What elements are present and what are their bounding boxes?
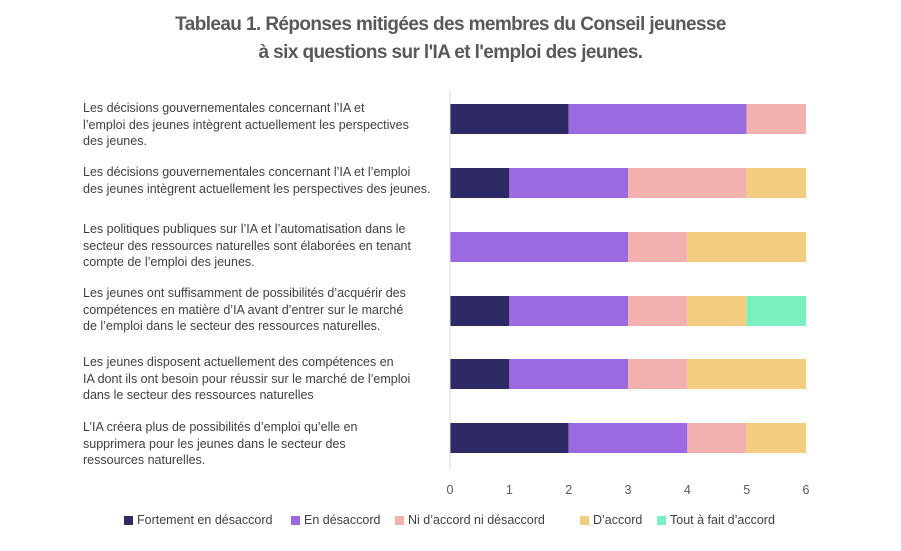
bar-segment — [509, 359, 628, 389]
category-label: Les jeunes ont suffisamment de possibili… — [83, 285, 458, 335]
category-label-line: des jeunes intègrent actuellement les pe… — [83, 181, 431, 196]
chart-title-line-2: à six questions sur l'IA et l'emploi des… — [258, 42, 644, 63]
bar-segment — [687, 423, 747, 453]
legend-item: Ni d’accord ni désaccord — [395, 513, 545, 527]
legend-label: Fortement en désaccord — [137, 513, 273, 527]
legend-swatch — [395, 515, 404, 525]
legend-label: D’accord — [593, 513, 643, 527]
bar-segment — [450, 104, 569, 134]
bar-segment — [687, 296, 747, 326]
bar-segment — [628, 168, 747, 198]
x-tick-label: 6 — [803, 483, 810, 497]
legend-swatch — [124, 515, 133, 525]
x-tick-label: 4 — [684, 483, 691, 497]
legend-item: Tout à fait d’accord — [657, 513, 775, 527]
category-label-line: Les jeunes ont suffisamment de possibili… — [83, 286, 406, 300]
legend-item: En désaccord — [291, 513, 380, 527]
bar-segment — [746, 168, 806, 198]
bar-segment — [628, 359, 688, 389]
category-label-line: Les politiques publiques sur l’IA et l’a… — [83, 222, 406, 236]
legend-swatch — [580, 515, 589, 525]
category-label-line: compte de l’emploi des jeunes. — [83, 255, 255, 269]
category-label: L’IA créera plus de possibilités d’emplo… — [83, 419, 458, 469]
bar-segment — [450, 232, 628, 262]
legend-swatch — [657, 515, 666, 525]
category-label-line: compétences en matière d’IA avant d’entr… — [83, 302, 404, 317]
legend-label: Tout à fait d’accord — [670, 513, 775, 527]
bar-segment — [746, 423, 806, 453]
legend-label: Ni d’accord ni désaccord — [408, 513, 545, 527]
x-tick-label: 2 — [565, 483, 572, 497]
x-tick-label: 0 — [447, 483, 454, 497]
category-label-line: supprimera pour les jeunes dans le secte… — [83, 436, 346, 451]
x-tick-label: 3 — [625, 483, 632, 497]
legend-swatch — [291, 515, 300, 525]
category-label-line: ressources naturelles. — [83, 453, 206, 467]
bar-segment — [628, 232, 688, 262]
legend-label: En désaccord — [304, 513, 381, 527]
category-label-line: L’IA créera plus de possibilités d’emplo… — [83, 420, 358, 434]
bar-segment — [746, 104, 806, 134]
category-label: Les décisions gouvernementales concernan… — [83, 100, 458, 150]
category-label: Les décisions gouvernementales concernan… — [83, 164, 458, 197]
category-label-line: de l’emploi dans le secteur des ressourc… — [83, 319, 381, 333]
category-label-line: Les jeunes disposent actuellement des co… — [83, 355, 394, 369]
legend-item: D’accord — [580, 513, 642, 527]
bar-segment — [450, 168, 510, 198]
bar-segment — [450, 359, 510, 389]
bar-segment — [568, 104, 747, 134]
bar-segment — [687, 359, 806, 389]
bar-segment — [509, 168, 628, 198]
category-label-line: IA dont ils ont besoin pour réussir sur … — [83, 371, 411, 386]
category-label-line: l’emploi des jeunes intègrent actuelleme… — [83, 117, 409, 132]
bar-segment — [568, 423, 688, 453]
category-label-line: secteur des ressources naturelles sont é… — [83, 238, 411, 253]
category-label-line: Les décisions gouvernementales concernan… — [83, 165, 411, 179]
bar-segment — [450, 423, 569, 453]
bar-segment — [628, 296, 688, 326]
x-tick-label: 1 — [506, 483, 513, 497]
category-label: Les politiques publiques sur l’IA et l’a… — [83, 221, 458, 271]
category-label: Les jeunes disposent actuellement des co… — [83, 354, 458, 404]
x-tick-label: 5 — [743, 483, 750, 497]
legend-item: Fortement en désaccord — [124, 513, 273, 527]
chart-title-line-1: Tableau 1. Réponses mitigées des membres… — [175, 14, 726, 35]
category-label-line: des jeunes. — [83, 134, 147, 148]
bar-segment — [746, 296, 806, 326]
category-label-line: dans le secteur des ressources naturelle… — [83, 388, 314, 402]
bar-segment — [450, 296, 510, 326]
bar-segment — [509, 296, 628, 326]
bar-segment — [687, 232, 806, 262]
category-label-line: Les décisions gouvernementales concernan… — [83, 101, 365, 115]
